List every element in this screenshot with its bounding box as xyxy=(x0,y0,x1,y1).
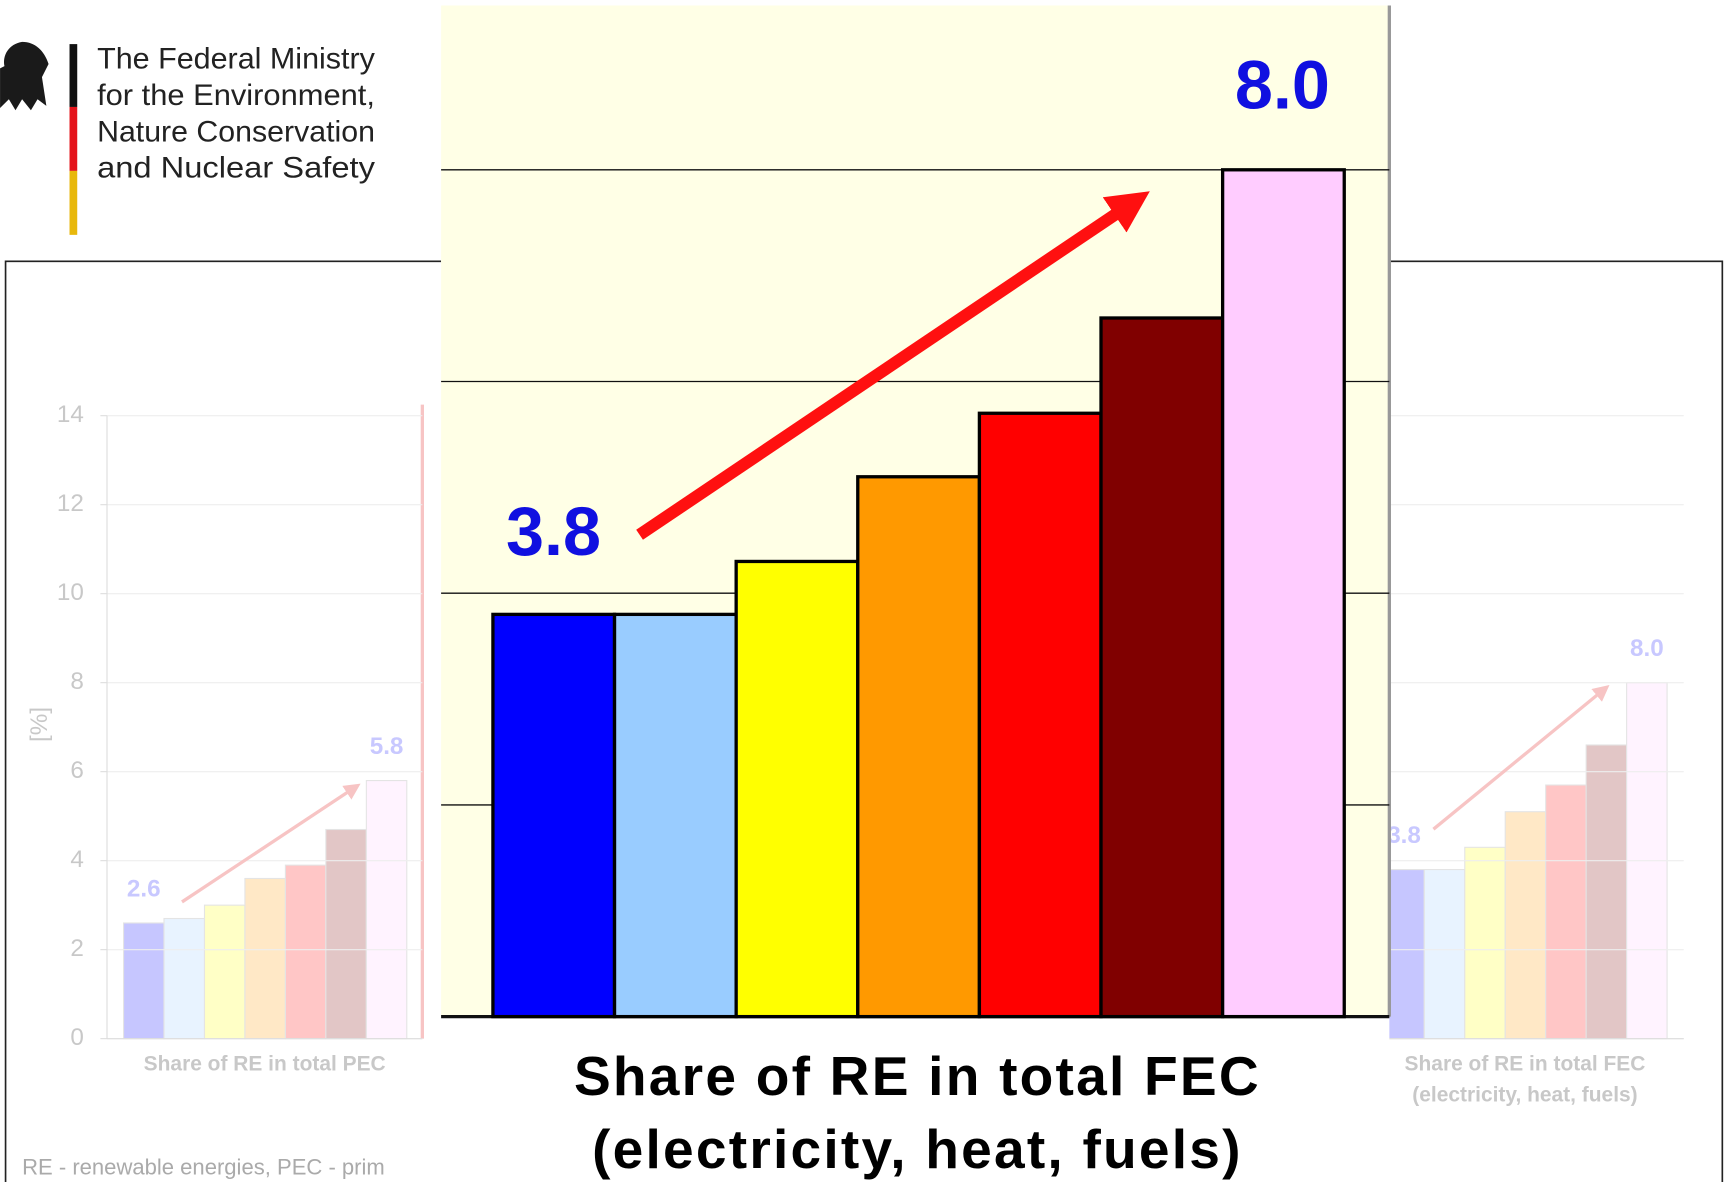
data-label: 3.8 xyxy=(1387,822,1421,849)
y-tick-label: 4 xyxy=(70,846,84,873)
chart-panel xyxy=(122,780,408,1040)
trend-arrow xyxy=(636,191,1150,540)
trend-arrow xyxy=(1432,684,1610,831)
logo xyxy=(0,41,78,235)
background-charts: 0 2 4 6 8 10 12 14 [%] 2.6 5.8 Share of RE in total… xyxy=(26,401,1684,1107)
flag-black xyxy=(69,44,78,107)
ministry-name: for the Environment, xyxy=(97,79,375,112)
y-tick-label: 2 xyxy=(70,935,84,962)
zoom-overlay: 3.8 8.0 Share of RE in total FEC (electrici… xyxy=(441,5,1391,1182)
data-label: 8.0 xyxy=(1235,47,1330,123)
bar xyxy=(734,559,860,1019)
bar xyxy=(1220,168,1346,1019)
bar xyxy=(977,411,1103,1019)
bar xyxy=(612,612,738,1019)
bar xyxy=(325,828,367,1040)
footnote: RE - renewable energies, PEC - prim xyxy=(22,1155,385,1180)
y-axis-label: [%] xyxy=(26,707,53,742)
trend-arrow xyxy=(181,783,361,904)
y-tick-label: 12 xyxy=(57,490,84,517)
bar xyxy=(491,612,617,1019)
bar xyxy=(1504,811,1547,1040)
zoom-title: Share of RE in total FEC xyxy=(574,1045,1261,1107)
y-tick-label: 14 xyxy=(57,401,84,428)
y-tick-label: 8 xyxy=(70,668,84,695)
ministry-name: and Nuclear Safety xyxy=(97,152,375,185)
bar xyxy=(122,922,165,1040)
chart-title: Share of RE in total FEC xyxy=(1405,1053,1646,1076)
bar xyxy=(1585,744,1628,1040)
bar xyxy=(856,475,982,1019)
data-label: 8.0 xyxy=(1630,635,1664,662)
ministry-name: Nature Conservation xyxy=(97,115,375,148)
chart-title: (electricity, heat, fuels) xyxy=(1412,1084,1637,1107)
data-label: 2.6 xyxy=(127,875,161,902)
bar xyxy=(163,917,206,1040)
zoom-title: (electricity, heat, fuels) xyxy=(592,1118,1243,1180)
flag-red xyxy=(69,106,78,171)
y-tick-label: 10 xyxy=(57,579,84,606)
bar xyxy=(1423,869,1466,1040)
bar xyxy=(203,904,246,1040)
flag-gold xyxy=(69,170,78,235)
eagle xyxy=(0,41,49,111)
bar xyxy=(1099,316,1225,1019)
y-tick-label: 0 xyxy=(70,1024,84,1051)
chart-axes: 0 2 4 6 8 10 12 14 [%] 2.6 5.8 Share of RE in total… xyxy=(26,401,423,1076)
chart-title: Share of RE in total PEC xyxy=(144,1053,386,1076)
bar xyxy=(1464,846,1506,1040)
bar xyxy=(365,780,408,1040)
bar xyxy=(244,877,286,1040)
bar xyxy=(284,864,327,1040)
bar xyxy=(1545,784,1587,1040)
ministry-name: The Federal Ministry xyxy=(97,43,375,76)
y-tick-label: 6 xyxy=(70,757,84,784)
data-label: 3.8 xyxy=(506,494,601,570)
data-label: 5.8 xyxy=(370,733,404,760)
